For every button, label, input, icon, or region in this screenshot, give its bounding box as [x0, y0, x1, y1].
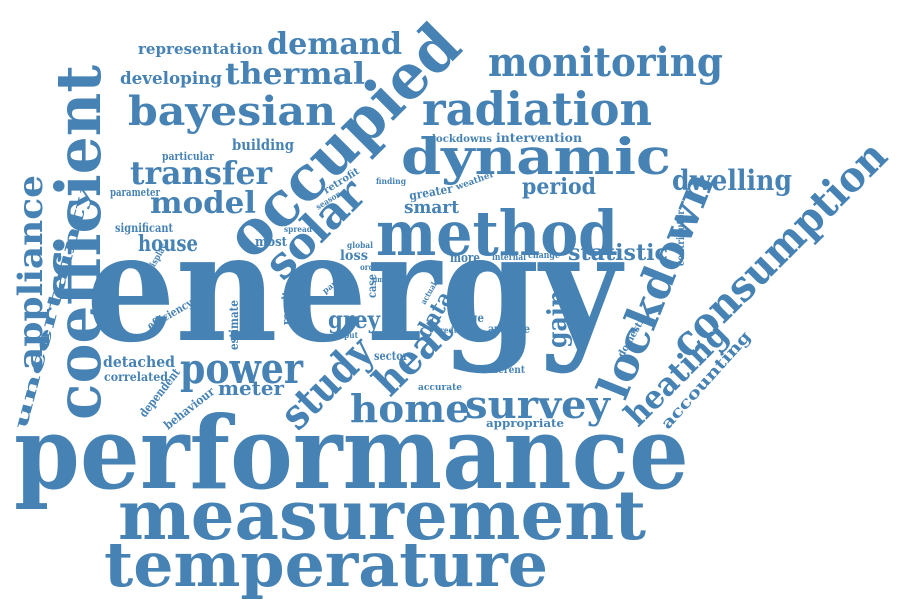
word-transfer: transfer	[130, 154, 273, 192]
word-reduce: reduce	[440, 325, 468, 335]
word-method: method	[376, 197, 618, 270]
word-period: period	[522, 174, 596, 200]
word-monitoring: monitoring	[488, 39, 723, 86]
word-dwelling: dwelling	[672, 164, 792, 197]
word-detached: detached	[103, 353, 175, 371]
word-building: building	[232, 136, 294, 154]
word-sector: sector	[374, 349, 409, 363]
word-accurate: accurate	[418, 383, 462, 393]
word-estimate: estimate	[227, 300, 241, 350]
word-internal: internal	[492, 253, 526, 263]
word-developing: developing	[120, 69, 222, 89]
word-measurement: measurement	[118, 476, 647, 556]
word-particular: particular	[162, 150, 214, 163]
word-case: case	[365, 274, 379, 298]
word-loss: loss	[340, 248, 368, 264]
word-most: most	[255, 235, 287, 250]
word-different: different	[481, 365, 525, 376]
word-grey: grey	[328, 305, 381, 334]
word-meter: meter	[218, 376, 284, 400]
word-finding: finding	[376, 176, 406, 186]
word-smart: smart	[404, 197, 460, 218]
word-demand: demand	[267, 27, 402, 62]
word-coefficient: coefficient	[42, 65, 115, 420]
word-time: time	[372, 275, 388, 284]
word-model: model	[150, 186, 256, 221]
word-representation: representation	[138, 40, 263, 58]
word-bayesian: bayesian	[128, 88, 336, 135]
word-average: average	[488, 322, 530, 336]
word-lockdowns: lockdowns	[432, 134, 492, 145]
word-appliance: appliance	[11, 175, 51, 370]
word-dynamic: dynamic	[401, 127, 671, 186]
word-house: house	[138, 231, 198, 257]
word-change: change	[528, 251, 560, 261]
word-significant: significant	[115, 221, 173, 235]
word-spread: spread	[284, 224, 312, 234]
word-home: home	[350, 386, 470, 431]
word-usage: usage	[450, 311, 484, 325]
word-thermal: thermal	[225, 57, 365, 92]
word-contributor: contributor	[676, 209, 687, 266]
word-performance: performance	[14, 394, 689, 512]
word-build: build	[381, 286, 390, 304]
word-radiation: radiation	[422, 82, 652, 136]
word-power: power	[180, 344, 304, 393]
word-gain: gain	[543, 290, 573, 348]
word-survey: survey	[465, 382, 611, 427]
word-statistic: statistic	[568, 240, 668, 266]
word-result: result	[280, 290, 293, 325]
word-parameter: parameter	[110, 186, 160, 199]
word-appropriate: appropriate	[486, 417, 564, 430]
word-correlated: correlated	[104, 370, 169, 384]
word-temperature: temperature	[104, 528, 548, 601]
word-global: global	[347, 240, 373, 250]
word-energy: energy	[86, 200, 625, 376]
word-intervention: intervention	[496, 131, 582, 145]
word-order: order	[360, 262, 383, 272]
word-input: input	[336, 330, 358, 340]
word-more: more	[450, 251, 480, 266]
